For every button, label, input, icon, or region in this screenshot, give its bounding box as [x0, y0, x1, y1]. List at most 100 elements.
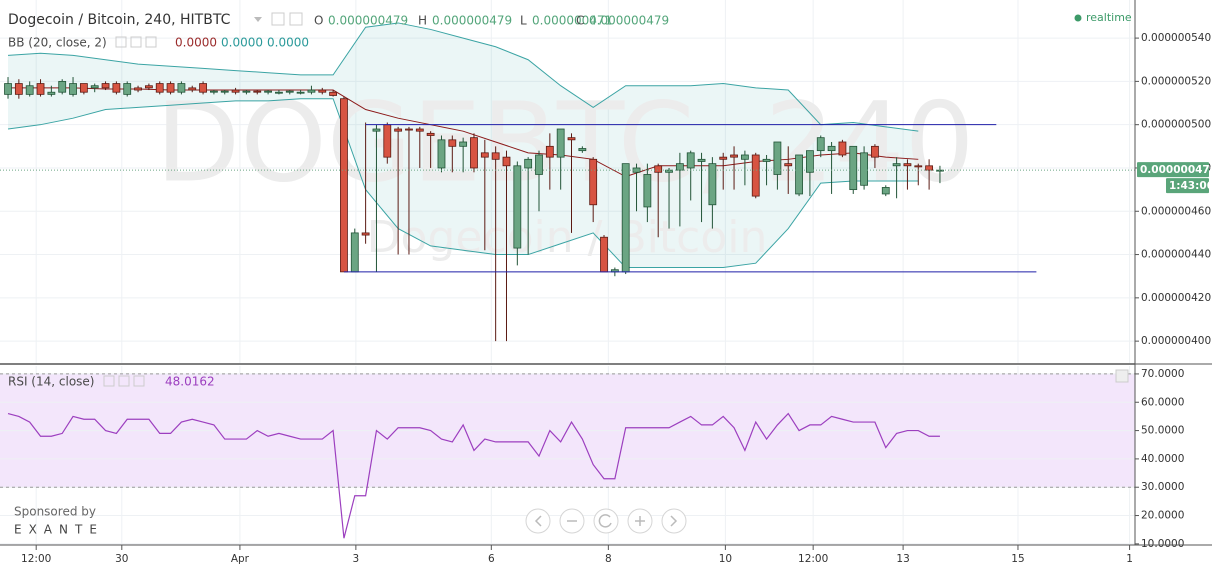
reset[interactable]: [593, 508, 619, 534]
x-tick-label: 10: [719, 553, 732, 565]
candle-body: [264, 90, 272, 93]
candle-body: [350, 232, 359, 273]
y-tick-label: 0.000000460: [1141, 205, 1211, 217]
y-tick-label: 0.000000420: [1141, 292, 1211, 304]
symbol-title: Dogecoin / Bitcoin, 240, HITBTC: [8, 12, 231, 28]
candle-body: [361, 232, 370, 236]
y-tick-label: 0.000000440: [1141, 249, 1211, 261]
rsi-value: 48.0162: [165, 375, 215, 389]
candle-body: [740, 154, 749, 160]
candle-body: [838, 141, 847, 156]
open-label: O: [314, 14, 323, 28]
nav-glyphs: [534, 514, 678, 528]
x-tick-label: 3: [353, 553, 360, 565]
candle-body: [275, 91, 283, 94]
realtime-label: realtime: [1086, 11, 1132, 24]
glyph-left: [534, 515, 542, 527]
hide-icon[interactable]: [289, 12, 303, 26]
dropdown-icon[interactable]: [254, 17, 262, 22]
candle-body: [545, 145, 554, 158]
y-tick-label: 50.0000: [1141, 425, 1184, 437]
watermark-sub: Dogecoin / Bitcoin: [367, 212, 768, 263]
candle-body: [762, 158, 771, 162]
x-tick-label: 8: [605, 553, 612, 565]
rsi-close-icon[interactable]: [133, 375, 145, 387]
sponsor-label: Sponsored by: [14, 505, 96, 519]
candle-body: [210, 90, 218, 93]
candle-body: [372, 128, 381, 132]
settings-icon[interactable]: [271, 12, 285, 26]
plot-layer: 12:00 30 Apr 3 6 8 10 12:00 13 15 1 0.000000400 0.00…: [0, 22, 1212, 565]
y-tick-label: 20.0000: [1141, 510, 1184, 522]
candle-body: [166, 83, 175, 93]
candle-body: [751, 154, 760, 197]
candle-body: [675, 163, 684, 171]
candle-body: [101, 83, 110, 89]
candle-body: [925, 165, 934, 171]
candle-body: [459, 141, 468, 147]
candle-body: [827, 145, 836, 152]
x-tick-label: 30: [115, 553, 128, 565]
candle-body: [394, 128, 403, 132]
candle-body: [79, 83, 88, 93]
scroll-left[interactable]: [525, 508, 551, 534]
y-tick-label: 30.0000: [1141, 481, 1184, 493]
bb-eye-icon[interactable]: [115, 36, 127, 48]
candle-body: [502, 156, 511, 167]
candle-body: [437, 139, 446, 169]
candle-body: [220, 90, 229, 93]
candle-body: [36, 83, 45, 95]
bb-close-icon[interactable]: [145, 36, 157, 48]
candle-body: [881, 187, 890, 195]
candle-body: [134, 87, 142, 91]
candle-body: [556, 128, 565, 158]
candle-body: [589, 158, 598, 206]
high-label: H: [418, 14, 427, 28]
candle-body: [524, 158, 533, 169]
rsi-line: [7, 412, 940, 539]
candle-body: [643, 174, 652, 208]
candle-body: [307, 89, 316, 93]
glyph-right: [670, 515, 678, 527]
candle-body: [567, 137, 576, 141]
bb-title: BB (20, close, 2): [8, 36, 107, 50]
candle-body: [535, 154, 543, 175]
candle-body: [806, 150, 814, 173]
bb-upper: [7, 22, 919, 132]
rsi-settings-icon[interactable]: [118, 375, 130, 387]
candle-body: [188, 87, 197, 91]
candle-body: [470, 137, 478, 169]
candle-body: [14, 83, 23, 95]
glyph-reset: [598, 514, 612, 528]
y-tick-label: 70.0000: [1141, 368, 1184, 380]
x-tick-label: 13: [896, 553, 909, 565]
bb-settings-icon[interactable]: [130, 36, 142, 48]
candle-body: [892, 163, 901, 167]
open-value: 0.000000479: [328, 14, 408, 28]
candle-body: [329, 91, 338, 96]
candle-body: [199, 83, 207, 93]
y-tick-label: 10.0000: [1141, 538, 1184, 550]
scroll-right[interactable]: [661, 508, 687, 534]
bb-lower-value: 0.0000: [267, 36, 309, 50]
x-tick-label: Apr: [231, 553, 250, 565]
bb-upper-value: 0.0000: [221, 36, 263, 50]
candle-body: [112, 83, 121, 93]
x-tick-label: 12:00: [798, 553, 828, 565]
low-value: 0.000000471: [532, 14, 612, 28]
candle-body: [697, 158, 706, 162]
bb-middle-value: 0.0000: [175, 36, 217, 50]
candle-body: [25, 85, 34, 95]
last-price-box: [1137, 162, 1209, 178]
rsi-eye-icon[interactable]: [103, 375, 115, 387]
realtime-dot: [1074, 14, 1082, 22]
pane-collapse[interactable]: [1115, 369, 1129, 383]
candle-body: [340, 98, 348, 273]
y-tick-label: 0.000000520: [1141, 75, 1211, 87]
y-tick-label: 0.000000400: [1141, 335, 1211, 347]
x-tick-label: 12:00: [21, 553, 51, 565]
candle-body: [480, 152, 489, 158]
candle-body: [426, 132, 435, 136]
bb-lower: [7, 98, 919, 269]
